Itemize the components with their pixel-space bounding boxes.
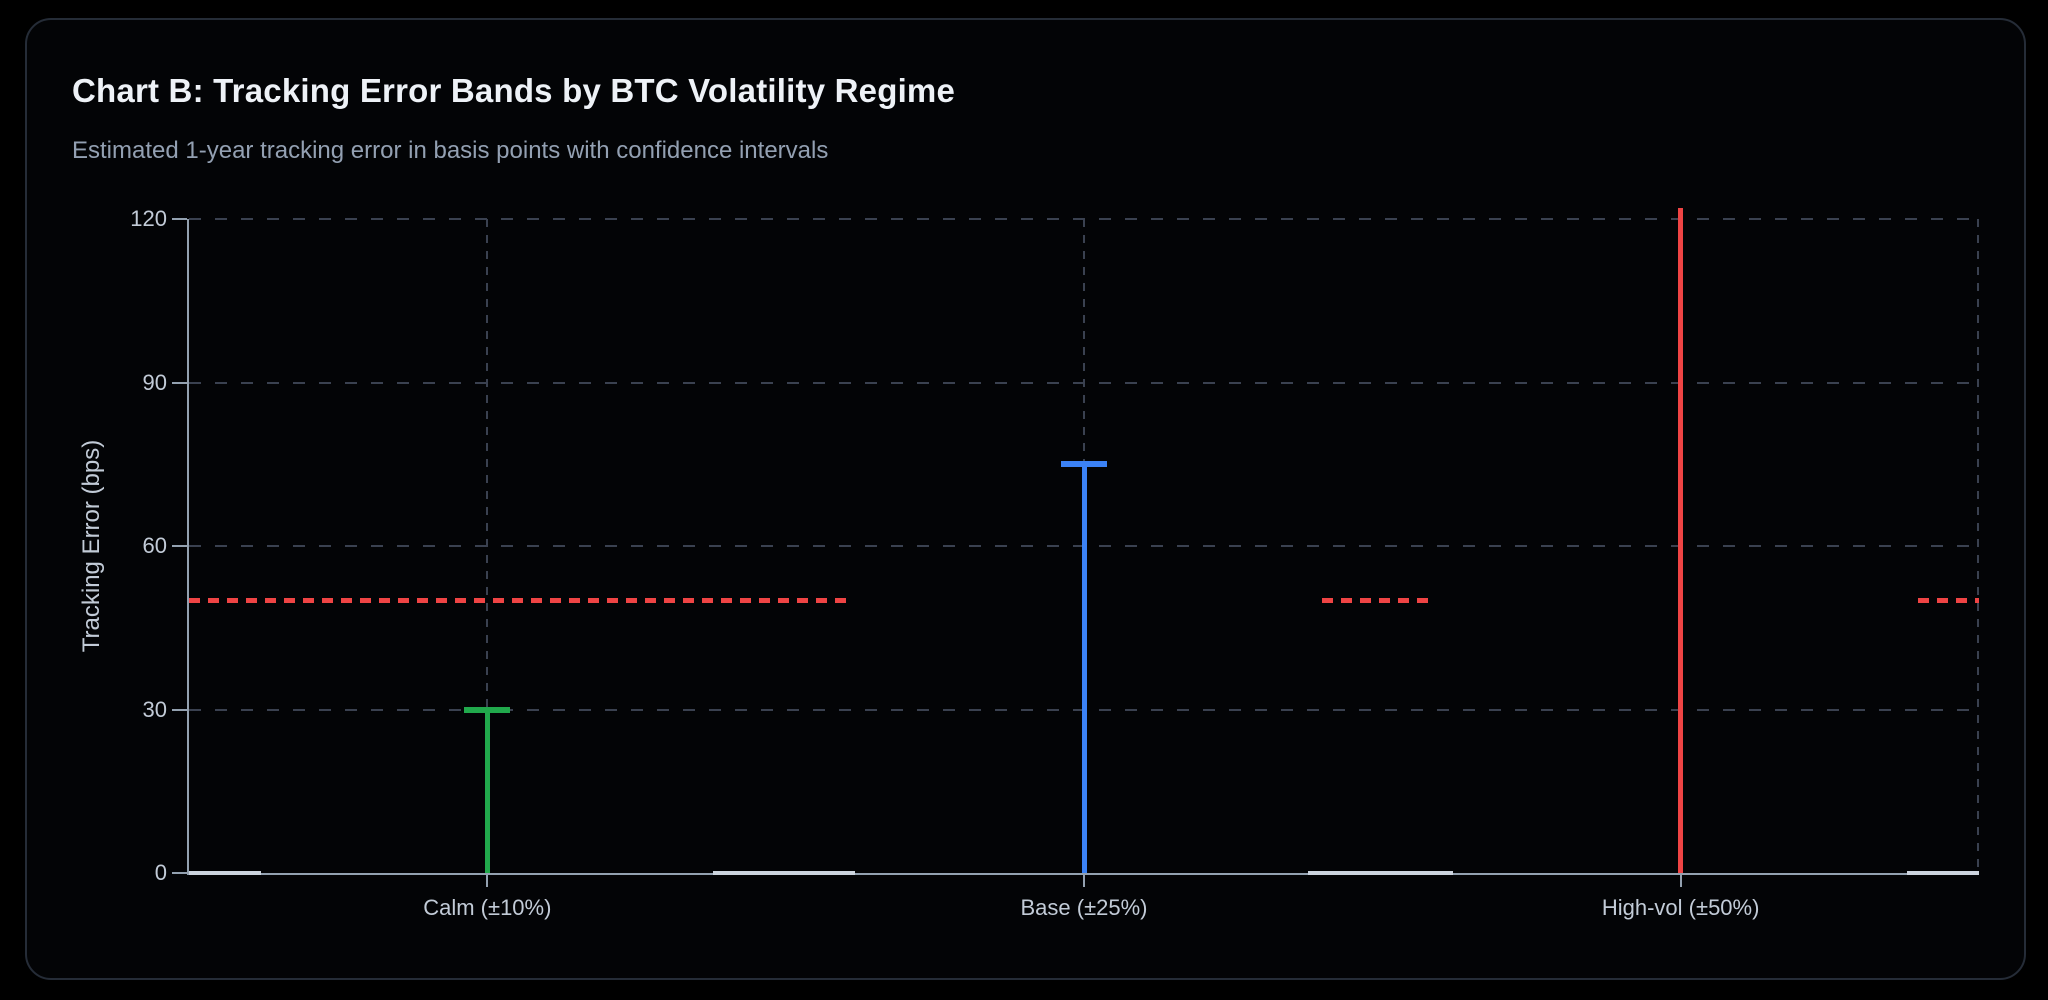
error-bar [484,709,490,873]
plot-area: 0 30 60 90 120 Calm (±10%) Base (±25%) High-vol… [130,208,1979,920]
error-bar-cap [464,706,511,713]
chart-card: Chart B: Tracking Error Bands by BTC Vol… [25,18,2026,980]
y-tick-label: 30 [142,696,167,722]
x-gridline [1977,219,1979,873]
y-tick-label: 120 [130,206,167,231]
x-tick [1083,873,1085,887]
y-tick-label: 60 [142,533,167,558]
x-tick-label: Base (±25%) [1020,895,1148,920]
chart-title: Chart B: Tracking Error Bands by BTC Vol… [72,72,956,109]
y-tick [172,872,187,874]
y-axis-line [187,219,189,875]
y-tick [172,545,187,547]
x-gridline [486,219,489,873]
threshold-line-segment [1322,597,1435,603]
zero-line-dash [189,871,261,875]
x-tick [1679,873,1682,887]
y-tick-label: 0 [154,860,167,885]
error-bar [1678,208,1684,873]
zero-line-dash [1307,871,1453,875]
zero-line-dash [713,871,855,875]
chart-subtitle: Estimated 1-year tracking error in basis… [72,137,829,164]
y-tick [172,381,187,384]
threshold-line-segment [189,597,850,603]
threshold-line-segment [1918,597,1979,603]
y-tick [172,708,187,711]
y-tick [172,218,187,220]
error-bar [1081,464,1087,873]
error-bar-cap [1061,461,1107,468]
x-tick [486,873,489,887]
x-tick-label: Calm (±10%) [423,895,552,920]
y-tick-label: 90 [142,369,167,395]
zero-line-dash [1907,871,1979,875]
x-tick-label: High-vol (±50%) [1601,895,1760,920]
